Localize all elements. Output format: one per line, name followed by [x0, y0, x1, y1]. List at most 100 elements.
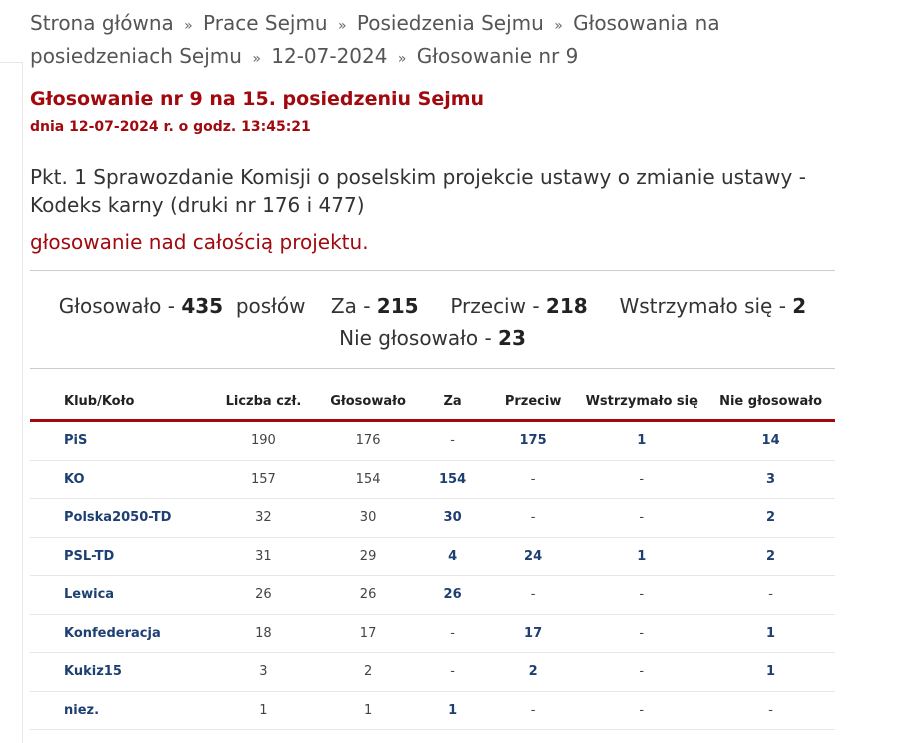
- breadcrumb-separator: »: [397, 51, 407, 67]
- table-row: Polska2050-TD 32 30 30- -2: [30, 498, 835, 538]
- table-cell[interactable]: 2: [488, 652, 578, 692]
- breadcrumb-link[interactable]: 12-07-2024: [271, 44, 388, 68]
- breadcrumb-separator: »: [184, 18, 193, 34]
- table-cell: -: [706, 575, 835, 615]
- table-cell[interactable]: 154: [416, 460, 489, 499]
- table-row: Konfederacja 18 17-17-1: [30, 614, 835, 653]
- table-cell[interactable]: 30: [416, 498, 489, 538]
- table-cell[interactable]: 1: [577, 420, 707, 461]
- table-cell: -: [577, 460, 707, 499]
- table-cell: -: [488, 498, 578, 538]
- table-cell: 154: [319, 460, 417, 499]
- table-cell: 2: [319, 652, 417, 692]
- table-cell: 176: [319, 420, 417, 461]
- table-cell: 17: [319, 614, 417, 653]
- breadcrumb-link[interactable]: Głosowania na posiedzeniach Sejmu: [30, 11, 720, 68]
- breadcrumb-link: Głosowanie nr 9: [416, 44, 579, 68]
- table-cell: -: [488, 460, 578, 499]
- page-frame: [0, 62, 23, 743]
- table-cell: -: [577, 652, 707, 692]
- table-cell: 30: [319, 498, 417, 538]
- table-cell: 26: [207, 575, 320, 615]
- table-row: PiS 190 176-175 1 14: [30, 420, 835, 461]
- table-cell: -: [577, 498, 707, 538]
- divider: [30, 270, 835, 271]
- voted-suffix: posłów: [235, 294, 306, 318]
- table-cell: 1: [207, 691, 320, 730]
- table-cell: -: [416, 614, 489, 653]
- club-link[interactable]: PiS: [30, 420, 208, 461]
- column-header: Głosowało: [319, 383, 417, 422]
- table-cell[interactable]: 2: [706, 498, 835, 538]
- table-row: niez. 1 1 1- - -: [30, 691, 835, 730]
- table-cell[interactable]: 1: [577, 537, 707, 576]
- table-cell[interactable]: 4: [416, 537, 489, 576]
- breadcrumb-link[interactable]: Posiedzenia Sejmu: [356, 11, 544, 35]
- column-header: Przeciw: [488, 383, 578, 422]
- club-link[interactable]: Kukiz15: [30, 652, 208, 692]
- club-link[interactable]: Lewica: [30, 575, 208, 615]
- table-cell: -: [577, 575, 707, 615]
- breadcrumb-separator: »: [554, 18, 563, 34]
- table-cell: 157: [207, 460, 320, 499]
- breadcrumb: Strona główna » Prace Sejmu » Posiedzeni…: [30, 8, 830, 74]
- table-cell[interactable]: 1: [706, 652, 835, 692]
- results-table: Klub/Koło Liczba czł. Głosowało Za Przeciw Ws…: [30, 383, 835, 730]
- club-link[interactable]: Konfederacja: [30, 614, 208, 653]
- club-link[interactable]: Polska2050-TD: [30, 498, 208, 538]
- notvoted-label: Nie głosowało -: [339, 326, 492, 350]
- club-link[interactable]: KO: [30, 460, 208, 499]
- against-label: Przeciw -: [450, 294, 540, 318]
- column-header: Za: [416, 383, 489, 422]
- notvoted-count: 23: [498, 326, 526, 350]
- table-cell: 1: [319, 691, 417, 730]
- vote-summary: Głosowało - 435 posłów Za - 215 Przeciw …: [30, 290, 835, 354]
- abstain-count: 2: [792, 294, 807, 318]
- table-cell[interactable]: 14: [706, 420, 835, 461]
- table-row: KO 157 154 154- -3: [30, 460, 835, 499]
- column-header: Nie głosowało: [706, 383, 835, 422]
- table-cell[interactable]: 175: [488, 420, 578, 461]
- breadcrumb-link[interactable]: Prace Sejmu: [203, 11, 328, 35]
- club-link[interactable]: PSL-TD: [30, 537, 208, 576]
- agenda-item: Pkt. 1 Sprawozdanie Komisji o poselskim …: [30, 165, 806, 217]
- table-cell[interactable]: 17: [488, 614, 578, 653]
- table-cell: -: [416, 420, 489, 461]
- table-cell: -: [416, 652, 489, 692]
- table-cell[interactable]: 1: [416, 691, 489, 730]
- vote-subject: głosowanie nad całością projektu.: [30, 230, 369, 254]
- table-cell: -: [488, 691, 578, 730]
- table-cell: 3: [207, 652, 320, 692]
- table-cell: 29: [319, 537, 417, 576]
- page-title: Głosowanie nr 9 na 15. posiedzeniu Sejmu: [30, 88, 485, 110]
- breadcrumb-link[interactable]: Strona główna: [30, 11, 174, 35]
- table-cell: -: [488, 575, 578, 615]
- table-cell: 32: [207, 498, 320, 538]
- voted-label: Głosowało -: [58, 294, 175, 318]
- column-header: Liczba czł.: [207, 383, 320, 422]
- table-cell[interactable]: 26: [416, 575, 489, 615]
- table-cell: 31: [207, 537, 320, 576]
- divider: [30, 368, 835, 369]
- breadcrumb-separator: »: [252, 51, 261, 67]
- table-row: PSL-TD 31 29 4 24 1 2: [30, 537, 835, 576]
- table-cell: 26: [319, 575, 417, 615]
- table-cell: -: [706, 691, 835, 730]
- for-count: 215: [376, 294, 419, 318]
- column-header: Wstrzymało się: [577, 383, 707, 422]
- table-cell[interactable]: 2: [706, 537, 835, 576]
- table-row: Lewica 26 26 26- - -: [30, 575, 835, 615]
- table-cell: -: [577, 691, 707, 730]
- vote-date: dnia 12-07-2024 r. o godz. 13:45:21: [30, 119, 311, 135]
- for-label: Za -: [330, 294, 371, 318]
- table-cell[interactable]: 24: [488, 537, 578, 576]
- breadcrumb-separator: »: [337, 18, 347, 34]
- club-link[interactable]: niez.: [30, 691, 208, 730]
- table-cell[interactable]: 1: [706, 614, 835, 653]
- table-cell[interactable]: 3: [706, 460, 835, 499]
- column-header: Klub/Koło: [30, 383, 208, 422]
- against-count: 218: [545, 294, 588, 318]
- table-cell: -: [577, 614, 707, 653]
- voted-count: 435: [181, 294, 224, 318]
- abstain-label: Wstrzymało się -: [619, 294, 786, 318]
